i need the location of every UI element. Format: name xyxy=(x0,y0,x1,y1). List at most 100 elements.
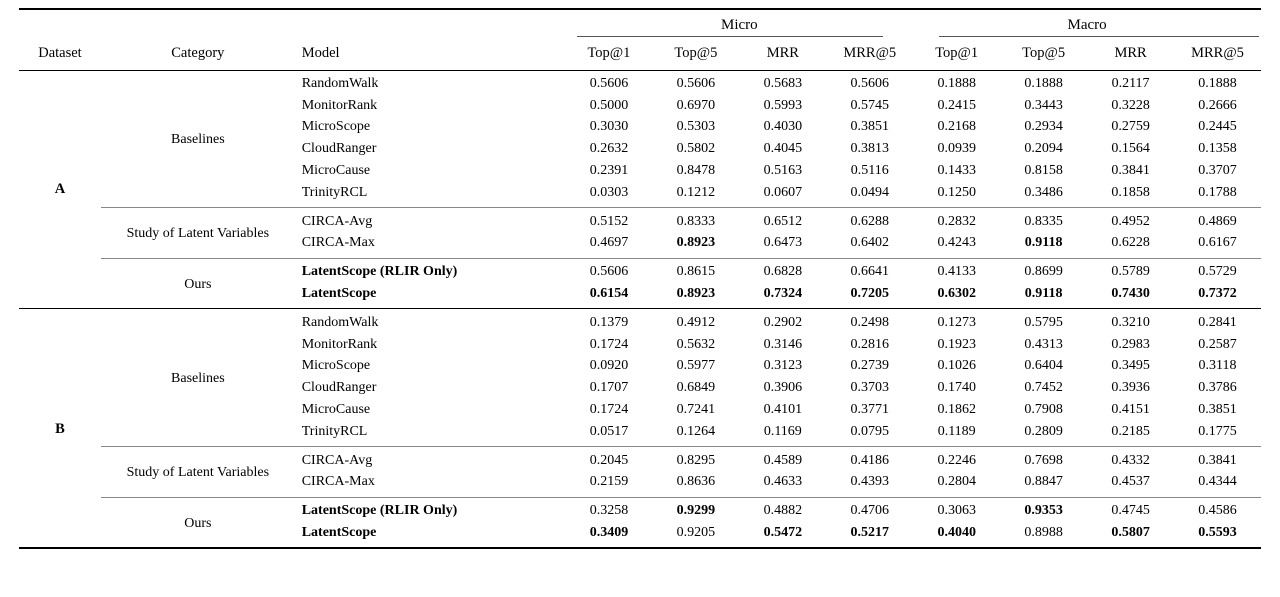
metric-cell: 0.1358 xyxy=(1198,141,1237,157)
model-cell: CIRCA-Max xyxy=(301,235,375,251)
metric-cell: 0.8636 xyxy=(676,474,716,490)
metric-cell: 0.3123 xyxy=(763,358,803,374)
model-cell: MonitorRank xyxy=(301,336,378,352)
table-row: Study of Latent Variables CIRCA-Avg 0.5152… xyxy=(19,207,1261,259)
metric-cell: 0.8699 xyxy=(1000,257,1088,284)
metric-cell: 0.1858 xyxy=(1111,184,1150,200)
col-header-macro-top1: Top@1 xyxy=(913,37,1001,72)
metric-cell: 0.2246 xyxy=(913,446,1001,472)
dataset-cell: A xyxy=(54,181,66,198)
metric-cell: 0.1888 xyxy=(1024,75,1063,91)
metric-cell: 0.5993 xyxy=(763,97,803,113)
metric-cell: 0.6402 xyxy=(850,235,890,251)
metric-cell: 0.7241 xyxy=(676,402,716,418)
metric-cell: 0.5789 xyxy=(1087,257,1175,284)
metric-cell: 0.2983 xyxy=(1111,336,1150,352)
group-header-row: Micro Macro xyxy=(19,10,1261,37)
metric-cell: 0.1564 xyxy=(1111,141,1150,157)
metric-cell: 0.5000 xyxy=(589,97,629,113)
metric-cell: 0.0920 xyxy=(589,358,629,374)
metric-cell: 0.4393 xyxy=(850,474,890,490)
group-header-macro: Macro xyxy=(913,10,1261,37)
metric-cell: 0.6970 xyxy=(676,97,716,113)
metric-cell: 0.1862 xyxy=(937,402,976,418)
metric-cell: 0.1212 xyxy=(676,184,716,200)
category-cell: Baselines xyxy=(171,131,225,147)
metric-cell: 0.3258 xyxy=(565,496,653,523)
column-header-row: Dataset Category Model Top@1 Top@5 MRR M… xyxy=(19,37,1261,72)
metric-cell: 0.4344 xyxy=(1198,474,1237,490)
metric-cell: 0.5795 xyxy=(1000,308,1088,335)
metric-cell: 0.3906 xyxy=(763,380,803,396)
metric-cell: 0.8923 xyxy=(676,286,716,302)
col-header-micro-mrr5: MRR@5 xyxy=(826,37,914,72)
metric-cell: 0.1189 xyxy=(937,423,976,439)
metric-cell: 0.5745 xyxy=(850,97,890,113)
model-cell: RandomWalk xyxy=(301,75,379,91)
metric-cell: 0.8335 xyxy=(1000,207,1088,233)
metric-cell: 0.8988 xyxy=(1024,525,1063,541)
group-header-micro: Micro xyxy=(565,10,913,37)
metric-cell: 0.3786 xyxy=(1198,380,1237,396)
metric-cell: 0.2666 xyxy=(1198,97,1237,113)
metric-cell: 0.6641 xyxy=(826,257,914,284)
metric-cell: 0.4745 xyxy=(1087,496,1175,523)
table-row: LatentScope 0.6154 0.8923 0.7324 0.7205 0.630… xyxy=(19,284,1261,309)
metric-cell: 0.0494 xyxy=(850,184,890,200)
metric-cell: 0.5632 xyxy=(676,336,716,352)
metric-cell: 0.3146 xyxy=(763,336,803,352)
metric-cell: 0.3063 xyxy=(913,496,1001,523)
metric-cell: 0.4030 xyxy=(763,119,803,135)
metric-cell: 0.4586 xyxy=(1174,496,1261,523)
metric-cell: 0.4633 xyxy=(763,474,803,490)
metric-cell: 0.2415 xyxy=(937,97,976,113)
metric-cell: 0.4537 xyxy=(1111,474,1150,490)
model-cell: TrinityRCL xyxy=(301,184,368,200)
metric-cell: 0.1740 xyxy=(937,380,976,396)
model-cell: CloudRanger xyxy=(301,141,377,157)
results-table: Micro Macro Dataset Category Model Top@1… xyxy=(19,10,1261,548)
table-row: LatentScope 0.3409 0.9205 0.5472 0.5217 0.404… xyxy=(19,523,1261,548)
metric-cell: 0.5729 xyxy=(1174,257,1261,284)
model-cell: MicroCause xyxy=(301,402,371,418)
metric-cell: 0.4869 xyxy=(1174,207,1261,233)
table-row: MicroScope 0.3030 0.5303 0.4030 0.3851 0.2168… xyxy=(19,117,1261,139)
metric-cell: 0.3210 xyxy=(1087,308,1175,335)
metric-cell: 0.5217 xyxy=(850,525,890,541)
metric-cell: 0.1273 xyxy=(913,308,1001,335)
table-row: Ours LatentScope (RLIR Only) 0.3258 0.9299 0… xyxy=(19,496,1261,548)
metric-cell: 0.6849 xyxy=(676,380,716,396)
metric-cell: 0.7372 xyxy=(1198,286,1237,302)
table-row: TrinityRCL 0.0517 0.1264 0.1169 0.0795 0.1189… xyxy=(19,421,1261,446)
metric-cell: 0.0795 xyxy=(850,423,890,439)
table-row: TrinityRCL 0.0303 0.1212 0.0607 0.0494 0.1250… xyxy=(19,182,1261,207)
metric-cell: 0.2185 xyxy=(1111,423,1150,439)
metric-cell: 0.4589 xyxy=(739,446,827,472)
table-row: MicroScope 0.0920 0.5977 0.3123 0.2739 0.1026… xyxy=(19,356,1261,378)
table-row: MicroCause 0.1724 0.7241 0.4101 0.3771 0.1862… xyxy=(19,400,1261,422)
metric-cell: 0.5152 xyxy=(565,207,653,233)
metric-cell: 0.9118 xyxy=(1024,235,1063,251)
metric-cell: 0.6473 xyxy=(763,235,803,251)
model-cell: LatentScope xyxy=(301,525,377,541)
col-header-model: Model xyxy=(294,37,566,72)
metric-cell: 0.4045 xyxy=(763,141,803,157)
metric-cell: 0.4882 xyxy=(739,496,827,523)
metric-cell: 0.3030 xyxy=(589,119,629,135)
metric-cell: 0.5977 xyxy=(676,358,716,374)
metric-cell: 0.5606 xyxy=(676,75,716,91)
metric-cell: 0.2498 xyxy=(826,308,914,335)
metric-cell: 0.1888 xyxy=(1198,75,1237,91)
results-table-body: A Baselines RandomWalk 0.5606 0.5606 0.5683 0.… xyxy=(19,71,1261,548)
metric-cell: 0.1724 xyxy=(589,336,629,352)
category-cell: Study of Latent Variables xyxy=(100,207,295,259)
metric-cell: 0.3486 xyxy=(1024,184,1063,200)
metric-cell: 0.5807 xyxy=(1111,525,1150,541)
col-header-macro-mrr5: MRR@5 xyxy=(1174,37,1261,72)
metric-cell: 0.4101 xyxy=(763,402,803,418)
metric-cell: 0.3851 xyxy=(1198,402,1237,418)
model-cell: CloudRanger xyxy=(301,380,377,396)
metric-cell: 0.2804 xyxy=(937,474,976,490)
metric-cell: 0.2759 xyxy=(1111,119,1150,135)
